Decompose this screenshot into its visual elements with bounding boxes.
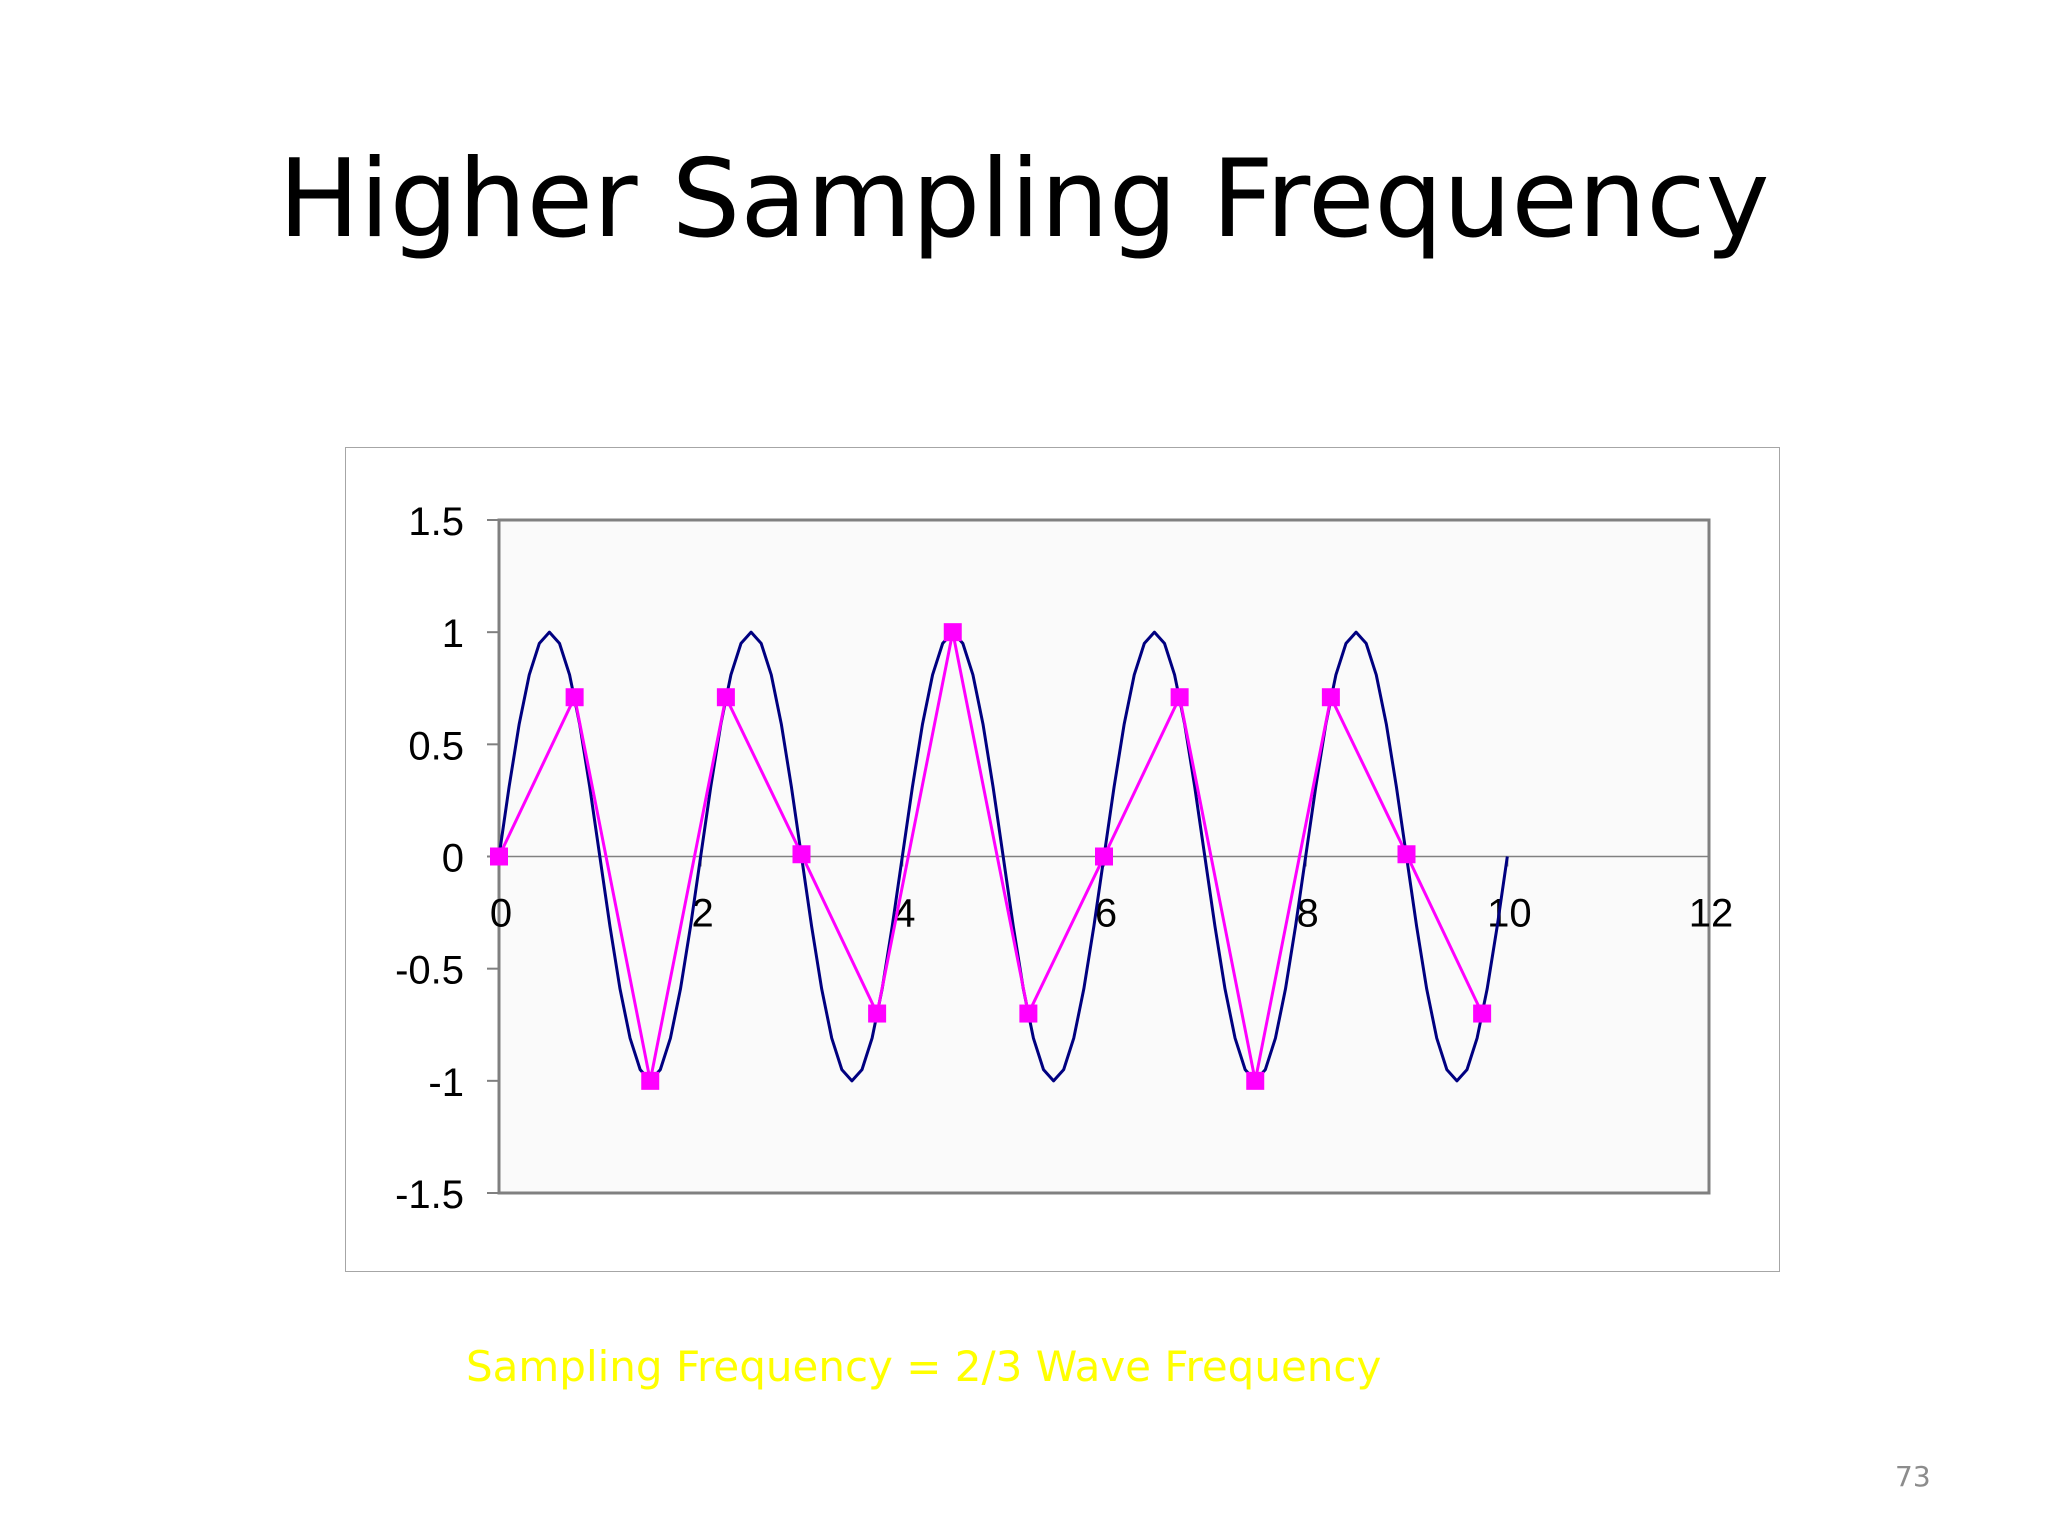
page-number: 73: [1895, 1460, 1931, 1493]
sample-markers: [490, 623, 1492, 1090]
sample-point: [490, 847, 508, 866]
y-tick-label: 0: [442, 837, 464, 881]
y-tick-label: 1: [442, 612, 464, 656]
y-tick-label: 0.5: [408, 724, 464, 768]
x-tick-label: 10: [1487, 892, 1532, 936]
sample-point: [1170, 688, 1189, 707]
slide-title: Higher Sampling Frequency: [278, 137, 1770, 262]
x-tick-label: 0: [490, 892, 512, 936]
sample-point: [565, 688, 584, 707]
sample-point: [641, 1071, 660, 1090]
y-tick-label: -1.5: [395, 1173, 464, 1217]
wave-series-line: [497, 630, 1509, 1083]
sample-point: [716, 688, 735, 707]
chart-caption: Sampling Frequency = 2/3 Wave Frequency: [466, 1342, 1382, 1391]
y-tick-label: -1: [428, 1061, 464, 1105]
y-tick-label: -0.5: [395, 949, 464, 993]
sample-point: [1019, 1004, 1038, 1023]
x-tick-label: 8: [1297, 892, 1319, 936]
sample-point: [1246, 1071, 1265, 1090]
sample-point: [1473, 1004, 1492, 1023]
sample-point: [1095, 847, 1113, 866]
sample-point: [943, 623, 962, 642]
sample-series-line: [497, 631, 1484, 1082]
x-axis-labels: 0 2 4 6 8 10 12: [490, 892, 1733, 936]
sample-point: [792, 845, 811, 864]
sample-point: [868, 1004, 887, 1023]
y-axis-labels: 1.5 1 0.5 0 -0.5 -1 -1.5: [395, 500, 464, 1217]
x-tick-label: 6: [1095, 892, 1117, 936]
y-tick-label: 1.5: [408, 500, 464, 544]
x-tick-label: 12: [1689, 892, 1734, 936]
x-tick-label: 2: [692, 892, 714, 936]
sample-point: [1321, 688, 1340, 707]
sample-point: [1397, 845, 1416, 864]
